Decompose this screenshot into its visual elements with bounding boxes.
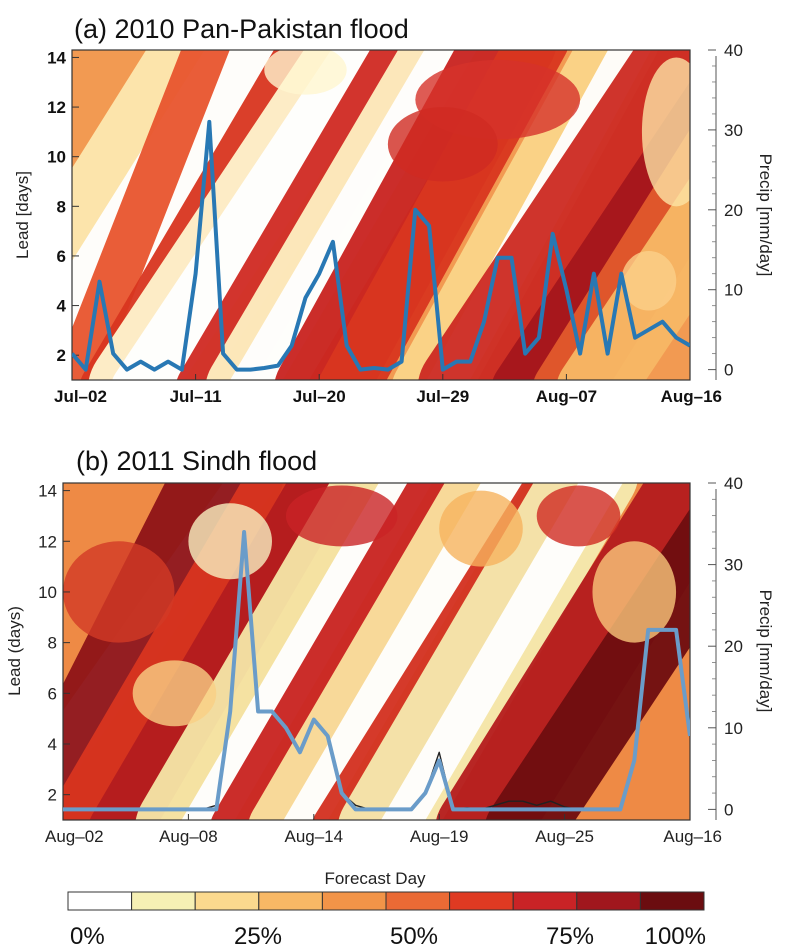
y-tick-label: 6	[48, 684, 57, 703]
colorbar-swatch	[576, 891, 641, 911]
y-tick-label: 14	[38, 482, 57, 501]
colorbar-label: 100%	[645, 923, 706, 950]
y-tick-label: 4	[57, 297, 67, 316]
x-tick-label: Jul–02	[54, 387, 107, 406]
panel-a-y2-label: Precip [mm/day]	[756, 154, 775, 277]
panel-b-y-label: Lead (days)	[5, 606, 24, 696]
x-tick-label: Aug–07	[536, 387, 597, 406]
colorbar-label: 0%	[70, 923, 105, 950]
panel-b-y2-axis: 0 10 20 30 40	[708, 474, 743, 820]
x-tick-label: Aug–08	[159, 827, 218, 846]
y-tick-label: 10	[38, 583, 57, 602]
panel-b-frame	[62, 482, 691, 821]
heatmap-band	[72, 50, 230, 380]
heatmap-blob	[439, 490, 523, 567]
panel-a-title: (a) 2010 Pan-Pakistan flood	[74, 14, 409, 44]
colorbar-swatch	[385, 891, 451, 911]
y-tick-label: 14	[47, 48, 66, 67]
panel-b-precip-series	[63, 530, 690, 812]
panel-b: (b) 2011 Sindh flood 2 4 6 8 10 12 14 0 10 20 30 4…	[5, 446, 775, 888]
y-tick-label: 10	[47, 148, 66, 167]
panel-a-heatmap	[72, 50, 690, 380]
heatmap-band	[89, 483, 357, 820]
heatmap-band	[112, 50, 403, 380]
x-tick-label: Jul–11	[170, 387, 222, 406]
y2-tick-label: 40	[724, 474, 743, 493]
heatmap-blob	[536, 485, 621, 547]
colorbar-label: 75%	[546, 923, 594, 950]
colorbar-swatch	[194, 891, 260, 911]
y2-tick-label: 20	[724, 637, 743, 656]
heatmap-band	[485, 508, 690, 820]
panel-b-title: (b) 2011 Sindh flood	[76, 446, 317, 476]
heatmap-blob	[641, 57, 690, 207]
heatmap-blob	[621, 250, 677, 311]
heatmap-blob	[63, 541, 175, 643]
y2-tick-label: 40	[724, 41, 743, 60]
colorbar-swatch	[258, 891, 323, 911]
x-tick-label: Aug–02	[45, 827, 104, 846]
panel-a-frame	[71, 49, 691, 381]
precip-line	[63, 530, 690, 812]
x-tick-label: Jul–29	[416, 387, 469, 406]
x-tick-label: Aug–19	[410, 827, 469, 846]
y-tick-label: 8	[48, 634, 57, 653]
colorbar-swatch	[512, 891, 578, 911]
colorbar-labels: 0% 25% 50% 75% 100%	[70, 923, 706, 950]
panel-b-heatmap	[63, 483, 690, 820]
colorbar-swatch	[639, 891, 705, 911]
y2-tick-label: 10	[724, 281, 743, 300]
panel-a-y-ticks: 2 4 6 8 10 12 14	[47, 48, 79, 365]
y-tick-label: 8	[57, 197, 66, 216]
precip-line	[72, 119, 690, 372]
panel-b-y-ticks: 2 4 6 8 10 12 14	[38, 482, 70, 805]
x-tick-label: Aug–25	[535, 827, 594, 846]
colorbar-swatch	[449, 891, 514, 911]
colorbar-swatches	[67, 891, 705, 911]
heatmap-blob	[285, 485, 398, 547]
panel-b-x-ticks: Aug–02 Aug–08 Aug–14 Aug–19 Aug–25 Aug–16	[45, 814, 722, 846]
y-tick-label: 2	[57, 346, 66, 365]
x-tick-label: Aug–14	[284, 827, 343, 846]
panel-a-x-ticks: Jul–02 Jul–11 Jul–20 Jul–29 Aug–07 Aug–16	[54, 374, 722, 406]
colorbar-label: 50%	[390, 923, 438, 950]
y2-tick-label: 20	[724, 201, 743, 220]
x-tick-label: Aug–16	[663, 827, 722, 846]
colorbar-swatch	[131, 891, 196, 911]
y2-tick-label: 10	[724, 719, 743, 738]
panel-b-x-label: Forecast Day	[324, 869, 426, 888]
y-tick-label: 4	[48, 735, 57, 754]
colorbar-swatch	[67, 891, 133, 911]
heatmap-blob	[188, 503, 272, 580]
y2-tick-label: 30	[724, 121, 743, 140]
colorbar: 0% 25% 50% 75% 100%	[67, 891, 706, 950]
colorbar-label: 25%	[234, 923, 282, 950]
x-tick-label: Jul–20	[293, 387, 346, 406]
panel-a-y-label: Lead [days]	[13, 171, 32, 259]
y-tick-label: 12	[38, 532, 57, 551]
heatmap-blob	[264, 50, 347, 95]
y-tick-label: 12	[47, 98, 66, 117]
y2-tick-label: 0	[724, 800, 733, 819]
heatmap-blob	[592, 541, 677, 643]
panel-a-y2-axis: 0 10 20 30 40	[708, 41, 743, 380]
panel-a: (a) 2010 Pan-Pakistan flood 2 4 6 8 10 12 14 0…	[13, 14, 775, 406]
y2-tick-label: 0	[724, 361, 733, 380]
heatmap-blob	[387, 107, 498, 182]
x-tick-label: Aug–16	[661, 387, 722, 406]
colorbar-swatch	[321, 891, 387, 911]
y2-tick-label: 30	[724, 556, 743, 575]
y-tick-label: 6	[57, 247, 66, 266]
panel-b-y2-label: Precip [mm/day]	[756, 590, 775, 713]
panel-a-precip-series	[72, 119, 690, 372]
heatmap-blob	[132, 660, 217, 727]
y-tick-label: 2	[48, 786, 57, 805]
